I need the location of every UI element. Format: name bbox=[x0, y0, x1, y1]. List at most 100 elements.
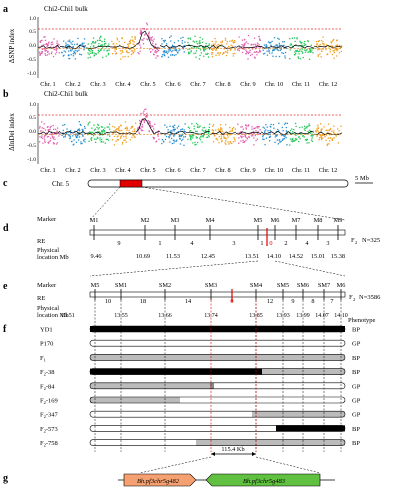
snp-point bbox=[233, 137, 235, 139]
snp-point bbox=[125, 137, 127, 139]
snp-point bbox=[178, 134, 181, 137]
snp-point bbox=[67, 54, 69, 57]
snp-point bbox=[232, 41, 234, 43]
snp-point bbox=[116, 128, 118, 130]
chr-label: Chr. 2 bbox=[65, 81, 80, 88]
snp-point bbox=[317, 54, 319, 56]
snp-point bbox=[55, 143, 58, 145]
snp-point bbox=[193, 52, 195, 55]
snp-point bbox=[212, 132, 214, 134]
snp-point bbox=[101, 138, 103, 141]
snp-point bbox=[58, 135, 60, 137]
snp-point bbox=[39, 141, 41, 143]
snp-point bbox=[303, 42, 305, 45]
snp-point bbox=[330, 42, 333, 44]
snp-point bbox=[192, 40, 194, 42]
snp-point bbox=[334, 48, 336, 50]
snp-point bbox=[90, 48, 92, 50]
zoom-line bbox=[139, 456, 212, 474]
panel-b-xlabels: Chr. 1 Chr. 2 Chr. 3 Chr. 4 Chr. 5 Chr. … bbox=[40, 167, 337, 174]
snp-point bbox=[183, 129, 185, 131]
snp-point bbox=[44, 141, 46, 143]
snp-point bbox=[227, 132, 229, 135]
snp-point bbox=[245, 53, 247, 55]
snp-point bbox=[67, 40, 69, 42]
snp-point bbox=[255, 50, 258, 53]
recombinant-count: 7 bbox=[330, 298, 333, 305]
snp-point bbox=[308, 142, 310, 144]
snp-point bbox=[203, 55, 205, 57]
snp-point bbox=[249, 49, 251, 51]
snp-point bbox=[45, 43, 47, 45]
snp-point bbox=[149, 36, 151, 39]
snp-point bbox=[233, 127, 235, 129]
snp-point bbox=[151, 39, 153, 41]
snp-point bbox=[39, 46, 41, 49]
snp-point bbox=[44, 50, 46, 52]
snp-point bbox=[166, 43, 168, 45]
snp-point bbox=[82, 134, 84, 137]
snp-point bbox=[278, 122, 280, 124]
snp-point bbox=[88, 53, 90, 56]
snp-point bbox=[197, 132, 199, 135]
snp-point bbox=[92, 50, 94, 52]
snp-point bbox=[256, 54, 258, 56]
snp-point bbox=[204, 126, 206, 129]
snp-point bbox=[242, 48, 244, 50]
snp-point bbox=[317, 49, 319, 51]
snp-point bbox=[203, 49, 205, 51]
phenotype-value: GP bbox=[352, 398, 361, 405]
snp-point bbox=[122, 51, 124, 53]
snp-point bbox=[103, 44, 105, 46]
snp-point bbox=[329, 140, 331, 142]
snp-point bbox=[81, 142, 83, 145]
snp-point bbox=[292, 139, 294, 141]
snp-point bbox=[203, 50, 205, 52]
row-label-location: location Mb bbox=[37, 312, 69, 319]
physical-position: 14.52 bbox=[289, 253, 303, 260]
index-line bbox=[159, 131, 187, 135]
snp-point bbox=[68, 45, 70, 47]
snp-point bbox=[53, 143, 55, 145]
snp-point bbox=[290, 140, 293, 142]
snp-point bbox=[167, 56, 170, 58]
snp-point bbox=[155, 52, 157, 54]
snp-point bbox=[284, 55, 286, 57]
snp-point bbox=[321, 137, 323, 139]
snp-point bbox=[97, 49, 99, 52]
snp-point bbox=[276, 139, 278, 141]
snp-point bbox=[315, 131, 317, 133]
snp-point bbox=[142, 126, 144, 128]
snp-point bbox=[265, 44, 267, 46]
snp-point bbox=[310, 44, 312, 46]
snp-point bbox=[75, 133, 77, 135]
snp-point bbox=[171, 130, 173, 132]
snp-point bbox=[305, 139, 308, 142]
snp-point bbox=[169, 49, 171, 51]
snp-point bbox=[155, 57, 157, 59]
snp-point bbox=[326, 132, 329, 134]
snp-point bbox=[152, 136, 154, 139]
snp-point bbox=[152, 42, 154, 44]
snp-point bbox=[47, 44, 49, 46]
snp-point bbox=[241, 126, 243, 128]
snp-point bbox=[321, 50, 323, 53]
snp-point bbox=[64, 51, 67, 53]
snp-point bbox=[208, 44, 210, 46]
snp-point bbox=[254, 127, 257, 129]
snp-point bbox=[300, 42, 302, 44]
snp-point bbox=[205, 42, 207, 45]
snp-point bbox=[256, 44, 259, 46]
snp-point bbox=[340, 50, 342, 53]
snp-point bbox=[226, 40, 228, 43]
snp-point bbox=[221, 130, 224, 132]
snp-point bbox=[122, 56, 124, 58]
snp-point bbox=[69, 47, 71, 49]
snp-point bbox=[326, 129, 328, 132]
snp-point bbox=[269, 42, 271, 44]
snp-point bbox=[278, 49, 280, 52]
snp-point bbox=[312, 52, 314, 54]
snp-point bbox=[153, 38, 155, 40]
snp-point bbox=[252, 47, 254, 49]
snp-point bbox=[84, 127, 86, 129]
